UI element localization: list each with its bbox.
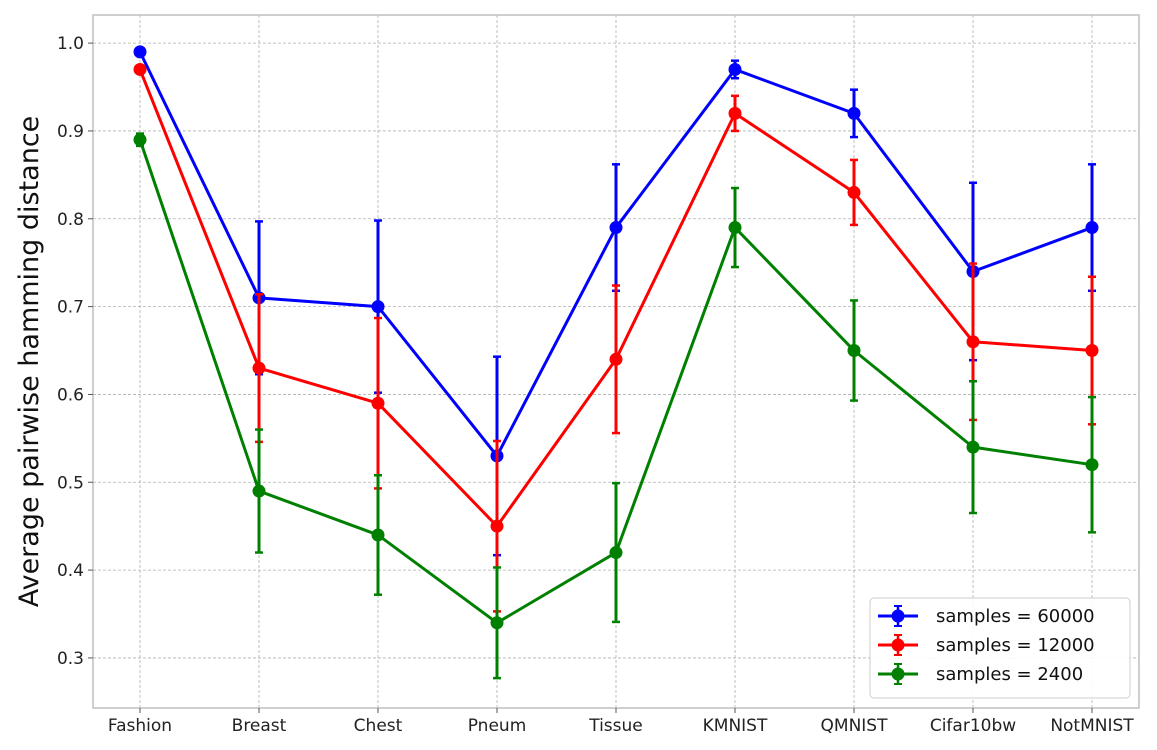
data-point xyxy=(966,440,980,454)
x-tick-label: NotMNIST xyxy=(1050,716,1134,736)
data-point xyxy=(1085,458,1099,472)
x-tick-label: Chest xyxy=(354,716,403,736)
data-point xyxy=(728,106,742,120)
data-point xyxy=(133,45,147,59)
data-point xyxy=(490,519,504,533)
legend-label: samples = 2400 xyxy=(936,664,1083,685)
data-point xyxy=(847,344,861,358)
legend-entry: samples = 12000 xyxy=(878,634,1095,656)
data-point xyxy=(609,221,623,235)
data-point xyxy=(847,106,861,120)
data-point xyxy=(133,133,147,147)
data-point xyxy=(1085,344,1099,358)
data-point xyxy=(847,185,861,199)
data-point xyxy=(252,361,266,375)
data-point xyxy=(728,221,742,235)
y-tick-label: 1.0 xyxy=(57,34,84,54)
legend: samples = 60000 samples = 12000 samples = … xyxy=(869,597,1131,699)
data-point xyxy=(609,352,623,366)
y-tick-label: 0.8 xyxy=(57,210,84,230)
data-point xyxy=(609,546,623,560)
x-tick-label: Fashion xyxy=(108,716,172,736)
data-point xyxy=(133,62,147,76)
data-point xyxy=(252,484,266,498)
x-tick-label: Pneum xyxy=(468,716,527,736)
legend-marker xyxy=(891,638,905,652)
data-point xyxy=(490,616,504,630)
x-tick-label: Tissue xyxy=(588,716,643,736)
y-tick-label: 0.4 xyxy=(57,561,84,581)
y-tick-label: 0.7 xyxy=(57,298,84,318)
x-tick-label: Breast xyxy=(232,716,287,736)
y-tick-label: 0.6 xyxy=(57,385,84,405)
x-tick-label: Cifar10bw xyxy=(930,716,1016,736)
data-point xyxy=(371,396,385,410)
data-point xyxy=(371,300,385,314)
y-tick-label: 0.9 xyxy=(57,122,84,142)
legend-marker xyxy=(891,609,905,623)
series-3 xyxy=(133,132,1099,680)
data-point xyxy=(966,335,980,349)
data-point xyxy=(1085,221,1099,235)
series-2 xyxy=(133,62,1099,613)
legend-label: samples = 60000 xyxy=(936,606,1095,627)
legend-entry: samples = 60000 xyxy=(878,605,1095,627)
x-tick-label: QMNIST xyxy=(821,716,889,736)
y-tick-label: 0.3 xyxy=(57,649,84,669)
legend-marker xyxy=(891,667,905,681)
data-point xyxy=(728,62,742,76)
x-tick-label: KMNIST xyxy=(703,716,768,736)
y-tick-label: 0.5 xyxy=(57,473,84,493)
legend-entry: samples = 2400 xyxy=(878,663,1083,685)
y-axis-label: Average pairwise hamming distance xyxy=(14,116,45,608)
legend-label: samples = 12000 xyxy=(936,635,1095,656)
data-point xyxy=(371,528,385,542)
legend-box xyxy=(869,597,1131,699)
